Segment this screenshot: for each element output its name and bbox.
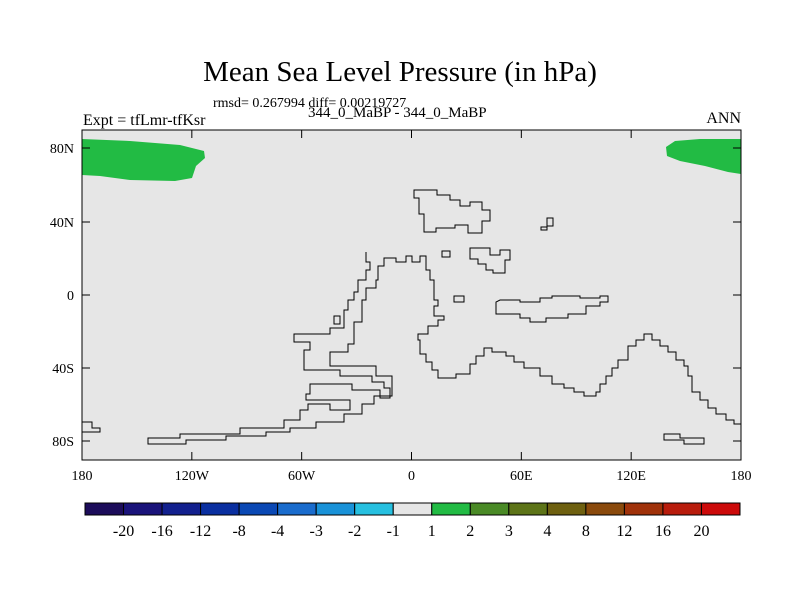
colorbar-label: 16 <box>655 523 671 540</box>
x-tick-label: 60W <box>288 469 316 484</box>
x-tick-label: 180 <box>731 469 752 484</box>
x-tick-label: 120W <box>175 469 210 484</box>
outline-rect-small-1 <box>333 315 341 325</box>
colorbar-label: 1 <box>428 523 436 540</box>
colorbar-swatch <box>546 502 587 516</box>
map-background <box>82 130 741 460</box>
y-tick-label: 40N <box>50 216 74 231</box>
y-tick-label: 80S <box>52 435 74 450</box>
colorbar-swatch <box>161 502 202 516</box>
colorbar-label: -12 <box>190 523 211 540</box>
colorbar-swatch <box>84 502 125 516</box>
colorbar-label: 3 <box>505 523 513 540</box>
colorbar-swatch <box>700 502 741 516</box>
chart-title: Mean Sea Level Pressure (in hPa) <box>203 56 597 88</box>
outline-americas <box>147 252 741 445</box>
experiment-label: Expt = tfLmr-tfKsr <box>83 112 206 129</box>
colorbar-label: 20 <box>693 523 709 540</box>
colorbar-swatch <box>392 502 433 516</box>
colorbar-label: 8 <box>582 523 590 540</box>
colorbar-swatch <box>277 502 317 516</box>
y-tick-label: 40S <box>52 362 74 377</box>
colorbar-label: -20 <box>113 523 134 540</box>
colorbar-swatch <box>123 502 163 516</box>
colorbar-swatch <box>623 502 664 516</box>
colorbar-label: -8 <box>232 523 245 540</box>
colorbar-swatch <box>585 502 625 516</box>
land-outlines <box>82 189 741 445</box>
colorbar-label: 12 <box>616 523 632 540</box>
x-tick-label: 120E <box>616 469 646 484</box>
experiment-runs: 344_0_MaBP - 344_0_MaBP <box>308 105 487 121</box>
colorbar: -20 -16 -12 -8 -4 -3 -2 -1 1 2 3 4 8 12 16 20 <box>84 502 741 540</box>
rmsd-diff-stats: rmsd= 0.267994 diff= 0.00219727 <box>213 96 407 111</box>
y-tick-label: 80N <box>50 142 74 157</box>
x-tick-label: 0 <box>408 469 415 484</box>
colorbar-label: -1 <box>387 523 400 540</box>
x-tick-label: 180 <box>72 469 93 484</box>
colorbar-label: 2 <box>466 523 474 540</box>
colorbar-label: -16 <box>151 523 172 540</box>
colorbar-label: -4 <box>271 523 284 540</box>
outline-rect-small-2 <box>441 250 451 258</box>
colorbar-label: -3 <box>310 523 323 540</box>
outline-south-polar <box>82 421 101 433</box>
colorbar-swatch <box>354 502 394 516</box>
outline-island-east <box>540 217 554 231</box>
colorbar-swatch <box>200 502 240 516</box>
colorbar-label: 4 <box>543 523 551 540</box>
colorbar-swatch <box>469 502 510 516</box>
colorbar-swatch <box>508 502 548 516</box>
y-tick-label: 0 <box>67 289 74 304</box>
colorbar-swatch <box>662 502 702 516</box>
anomaly-region-east <box>666 139 741 174</box>
colorbar-swatch <box>315 502 356 516</box>
y-axis: 80N 40N 0 40S 80S <box>50 142 741 450</box>
outline-rect-small-3 <box>453 295 465 303</box>
colorbar-swatch <box>431 502 471 516</box>
x-tick-label: 60E <box>510 469 533 484</box>
outline-south-indian <box>495 295 609 323</box>
colorbar-swatch <box>238 502 279 516</box>
colorbar-label: -2 <box>348 523 361 540</box>
x-axis: 180 120W 60W 0 60E 120E 180 <box>72 130 752 484</box>
outline-asia-interior <box>469 247 511 274</box>
season-label: ANN <box>706 110 741 127</box>
outline-europe-asia <box>413 189 491 234</box>
anomaly-region-west <box>82 139 205 181</box>
outline-antarctic-east <box>663 433 705 445</box>
